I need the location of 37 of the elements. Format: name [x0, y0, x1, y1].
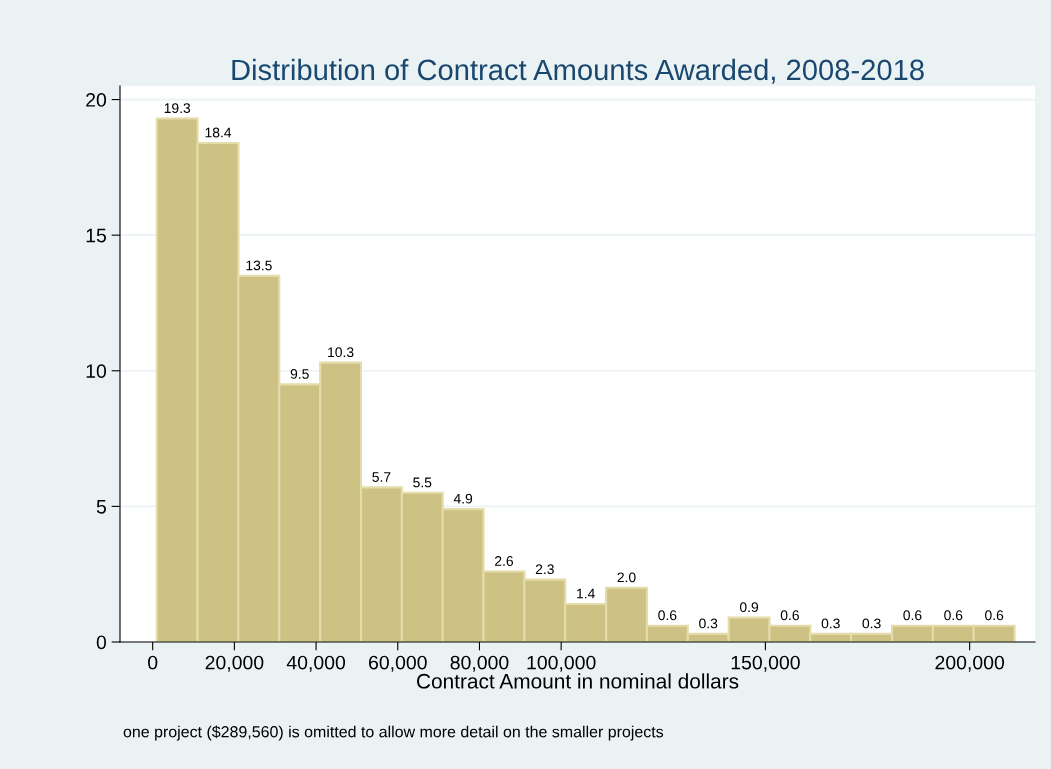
data-label: 2.3: [535, 564, 554, 575]
chart-title: Distribution of Contract Amounts Awarded, 2008-2018: [232, 58, 924, 84]
data-label: 0.6: [944, 610, 963, 621]
data-label: 9.5: [290, 368, 309, 379]
data-label: 1.4: [577, 588, 595, 599]
x-tick-label: 60,000: [369, 655, 427, 672]
data-label: 13.5: [246, 260, 272, 271]
y-tick-label: 10: [86, 364, 107, 379]
x-tick-label: 80,000: [450, 655, 509, 672]
x-tick-label: 20,000: [205, 655, 264, 672]
y-tick-label: 20: [86, 93, 107, 107]
x-tick-label: 150,000: [731, 655, 800, 672]
data-label: 5.7: [372, 472, 391, 482]
y-tick-label: 0: [96, 635, 107, 650]
data-label: 4.9: [453, 493, 473, 504]
x-tick-label: 0: [148, 655, 158, 670]
data-label: 0.3: [699, 618, 718, 629]
data-label: 19.3: [164, 103, 191, 114]
x-tick-label: 40,000: [286, 655, 346, 672]
y-tick-label: 15: [86, 228, 106, 243]
data-label: 0.6: [903, 610, 922, 621]
data-label: 10.3: [328, 347, 354, 358]
x-tick-label: 200,000: [935, 655, 1005, 672]
data-label: 5.5: [413, 477, 432, 488]
data-label: 0.9: [739, 602, 759, 613]
data-label: 0.3: [821, 618, 840, 629]
data-label: 0.6: [780, 610, 799, 621]
x-axis-title: Contract Amount in nominal dollars: [417, 673, 739, 689]
data-label: 18.4: [205, 127, 232, 138]
y-tick-label: 5: [96, 500, 106, 514]
data-label: 2.6: [495, 556, 514, 566]
data-label: 0.6: [985, 610, 1004, 621]
data-label: 2.0: [617, 572, 636, 583]
data-label: 0.3: [862, 618, 881, 629]
data-label: 0.6: [658, 610, 677, 621]
text: one project ($289,560) is omitted to allow more detail on the smaller projects: [123, 725, 664, 741]
x-tick-label: 100,000: [527, 655, 596, 672]
